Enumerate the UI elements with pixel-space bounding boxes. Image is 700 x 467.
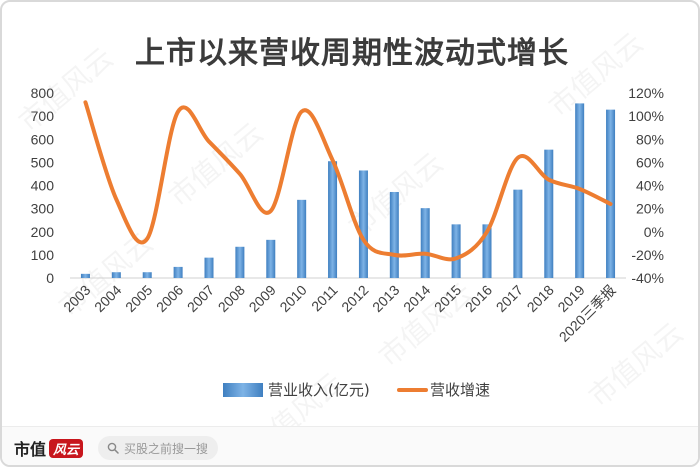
brand-logo[interactable]: 市值 风云 [14,437,84,459]
search-icon [107,442,119,454]
bar-revenue [482,224,492,278]
chart-title: 上市以来营收周期性波动式增长 [135,36,569,71]
y-left-tick-label: 200 [31,224,55,240]
bar-revenue [204,257,214,278]
bar-revenue [328,161,338,278]
legend-label-growth: 营收增速 [430,381,490,399]
x-tick-label: 2007 [184,282,217,315]
legend-swatch-revenue [223,383,263,397]
y-left-tick-label: 800 [31,85,55,101]
x-tick-label: 2010 [276,282,309,315]
bar-revenue [266,239,276,278]
x-tick-label: 2005 [122,282,155,315]
watermark-text: 市值风云 [582,316,689,413]
y-right-tick-label: 120% [628,85,664,101]
bar-revenue [142,272,152,278]
x-tick-label: 2012 [338,282,371,315]
bar-revenue [111,272,121,278]
search-box[interactable]: 买股之前搜一搜 [98,436,218,460]
x-tick-label: 2008 [215,282,248,315]
y-right-tick-label: 100% [628,108,664,124]
bar-revenue [544,149,554,278]
x-tick-label: 2009 [246,282,279,315]
brand-text: 市值 [14,440,47,459]
bar-revenue [297,199,307,278]
footer-bar: 市值 风云 买股之前搜一搜 [2,426,698,465]
bar-revenue [358,170,368,278]
bar-revenue [235,246,245,278]
y-right-tick-label: 40% [636,178,664,194]
y-left-tick-label: 300 [31,201,55,217]
y-right-tick-label: 80% [636,131,664,147]
y-right-tick-label: 60% [636,154,664,170]
bar-revenue [606,109,616,279]
line-growth-rate [83,100,613,262]
bar-revenue [420,208,430,278]
x-tick-label: 2013 [369,282,402,315]
y-right-tick-label: 0% [644,224,664,240]
bar-revenue [513,189,523,278]
y-left-tick-label: 700 [31,108,55,124]
y-left-tick-label: 500 [31,154,55,170]
x-tick-label: 2018 [524,282,557,315]
y-left-tick-label: 600 [31,131,55,147]
search-placeholder: 买股之前搜一搜 [124,441,209,456]
bar-revenue [389,191,399,278]
y-left-tick-label: 0 [46,270,54,286]
x-tick-label: 2006 [153,282,186,315]
y-left-tick-label: 400 [31,178,55,194]
x-tick-label: 2011 [308,282,341,315]
brand-seal: 风云 [49,438,84,458]
legend-label-revenue: 营业收入(亿元) [268,381,370,399]
x-tick-label: 2017 [493,282,526,315]
y-right-tick-label: -40% [631,270,664,286]
bar-revenue [451,224,461,278]
y-right-tick-label: 20% [636,201,664,217]
bar-revenue [80,273,90,278]
y-left-tick-label: 100 [31,247,55,263]
bar-revenue [173,266,183,278]
y-right-tick-label: -20% [631,247,664,263]
